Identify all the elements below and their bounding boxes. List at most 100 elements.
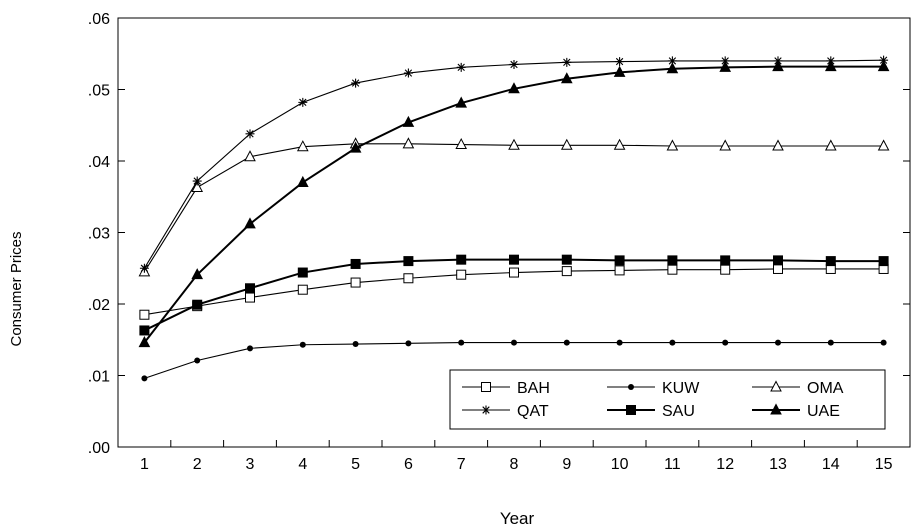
data-point-uae bbox=[349, 141, 362, 153]
data-point-sau bbox=[139, 325, 150, 336]
data-point-qat bbox=[403, 68, 413, 78]
data-point-oma bbox=[296, 140, 309, 152]
data-point-uae bbox=[508, 82, 520, 94]
data-point-sau bbox=[614, 255, 625, 266]
data-point-qat bbox=[139, 263, 149, 273]
x-tick-label: 4 bbox=[298, 456, 307, 473]
data-point-kuw bbox=[247, 345, 253, 352]
data-point-oma bbox=[613, 138, 626, 150]
data-point-bah bbox=[245, 292, 255, 303]
data-point-uae bbox=[244, 217, 256, 229]
data-point-qat bbox=[298, 97, 308, 107]
data-point-bah bbox=[773, 263, 783, 274]
x-axis-label: Year bbox=[500, 509, 535, 527]
data-point-bah bbox=[456, 269, 467, 280]
data-point-bah bbox=[403, 273, 414, 284]
x-tick-label: 13 bbox=[769, 456, 787, 473]
y-tick-label: .05 bbox=[88, 83, 110, 100]
data-point-uae bbox=[613, 65, 626, 77]
data-point-kuw bbox=[511, 339, 517, 346]
data-point-uae bbox=[824, 60, 837, 72]
y-tick-label: .04 bbox=[88, 154, 110, 171]
data-point-kuw bbox=[141, 375, 148, 382]
data-point-uae bbox=[455, 96, 468, 108]
legend-marker-oma bbox=[770, 380, 782, 392]
data-point-kuw bbox=[458, 339, 465, 346]
series-uae bbox=[138, 60, 890, 348]
legend-marker-sau bbox=[626, 405, 636, 415]
x-tick-label: 8 bbox=[510, 456, 519, 473]
data-point-oma bbox=[666, 139, 679, 151]
data-point-uae bbox=[296, 175, 309, 187]
data-point-oma bbox=[772, 139, 784, 151]
data-point-bah bbox=[350, 277, 361, 288]
x-tick-label: 3 bbox=[246, 456, 255, 473]
data-point-uae bbox=[138, 336, 151, 348]
x-tick-label: 5 bbox=[351, 456, 360, 473]
legend-marker-kuw bbox=[628, 384, 634, 390]
data-point-uae bbox=[666, 62, 679, 74]
data-point-bah bbox=[297, 284, 308, 295]
legend-label-qat: QAT bbox=[517, 403, 549, 420]
data-point-sau bbox=[720, 255, 731, 266]
x-axis: 1 2 3 4 5 6 7 8 9 10 11 12 13 14 15 bbox=[117, 440, 911, 473]
data-point-sau bbox=[297, 267, 308, 278]
x-tick-label: 6 bbox=[404, 456, 413, 473]
data-point-oma bbox=[719, 139, 732, 151]
data-point-bah bbox=[509, 267, 519, 278]
legend-marker-uae bbox=[770, 403, 782, 415]
data-point-qat bbox=[456, 62, 466, 72]
data-point-kuw bbox=[563, 339, 570, 346]
legend-label-sau: SAU bbox=[662, 403, 695, 420]
data-point-uae bbox=[772, 60, 784, 72]
data-point-kuw bbox=[669, 339, 676, 346]
data-point-oma bbox=[402, 137, 415, 149]
series-line-oma bbox=[143, 143, 884, 273]
data-point-oma bbox=[244, 150, 256, 162]
data-point-oma bbox=[508, 138, 520, 150]
data-point-uae bbox=[877, 60, 890, 72]
y-axis: .00 .01 .02 .03 .04 .05 .06 bbox=[88, 11, 910, 457]
series-layer bbox=[138, 55, 890, 382]
data-point-bah bbox=[561, 266, 572, 277]
legend-label-uae: UAE bbox=[807, 403, 840, 420]
data-point-qat bbox=[192, 176, 202, 186]
series-kuw bbox=[141, 339, 887, 382]
data-point-kuw bbox=[775, 339, 781, 346]
data-point-uae bbox=[402, 115, 415, 127]
legend: BAH KUW OMA QAT SAU UAE bbox=[449, 369, 886, 430]
data-point-sau bbox=[825, 256, 836, 267]
y-tick-label: .02 bbox=[88, 297, 110, 314]
data-point-oma bbox=[824, 139, 837, 151]
x-tick-label: 2 bbox=[193, 456, 202, 473]
data-point-kuw bbox=[405, 340, 412, 347]
data-point-bah bbox=[614, 265, 625, 276]
x-tick-label: 1 bbox=[140, 456, 149, 473]
data-point-sau bbox=[509, 254, 519, 265]
series-oma bbox=[138, 137, 890, 277]
data-point-bah bbox=[139, 309, 150, 320]
x-tick-label: 15 bbox=[875, 456, 893, 473]
data-point-uae bbox=[560, 72, 573, 84]
data-point-uae bbox=[191, 268, 204, 280]
data-point-sau bbox=[456, 254, 467, 265]
data-point-kuw bbox=[194, 357, 201, 364]
data-point-oma bbox=[455, 137, 468, 150]
x-tick-label: 7 bbox=[457, 456, 466, 473]
data-point-oma bbox=[560, 138, 573, 150]
legend-label-kuw: KUW bbox=[662, 380, 700, 397]
data-point-qat bbox=[562, 57, 572, 67]
data-point-bah bbox=[667, 264, 678, 275]
legend-marker-bah bbox=[481, 382, 491, 392]
data-point-qat bbox=[615, 57, 625, 67]
y-tick-label: .06 bbox=[88, 11, 110, 28]
data-point-sau bbox=[192, 299, 203, 310]
legend-label-bah: BAH bbox=[517, 380, 550, 397]
x-tick-label: 11 bbox=[664, 456, 681, 473]
y-tick-label: .01 bbox=[88, 369, 110, 386]
data-point-kuw bbox=[880, 339, 887, 346]
data-point-qat bbox=[245, 129, 255, 139]
y-tick-label: .03 bbox=[88, 226, 110, 243]
data-point-kuw bbox=[827, 339, 834, 346]
